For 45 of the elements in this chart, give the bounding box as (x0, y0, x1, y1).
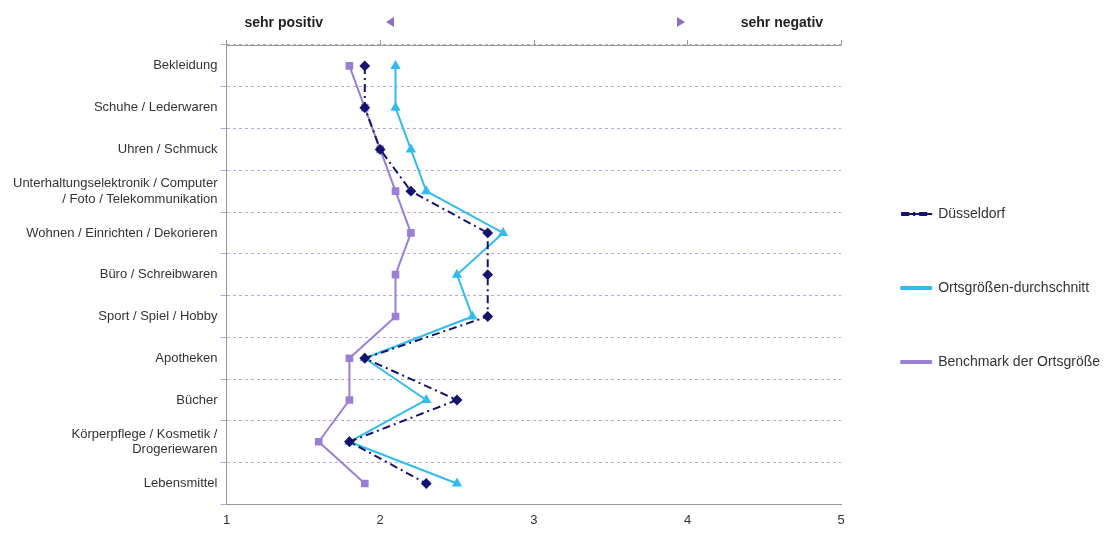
y-tick-label: Büro / Schreibwaren (99, 266, 218, 282)
point (482, 227, 493, 238)
point (421, 186, 431, 195)
y-tick-label: Lebensmittel (143, 475, 218, 491)
point (391, 60, 400, 69)
point (498, 227, 508, 236)
y-tick-label: Sport / Spiel / Hobby (98, 308, 218, 324)
point (391, 102, 400, 111)
point (482, 269, 493, 280)
y-tick-label: Apotheken (155, 349, 218, 365)
x-tick-label: 4 (683, 511, 692, 527)
point (421, 394, 431, 403)
point (452, 269, 462, 278)
point (345, 62, 354, 70)
point (421, 478, 432, 489)
legend-label: Benchmark der Ortsgröße (938, 352, 1101, 369)
legend-label: Ortsgrößen-durchschnitt (938, 278, 1090, 295)
point (345, 396, 354, 404)
x-tick-label: 5 (837, 511, 845, 527)
y-tick-label: Schuhe / Lederwaren (93, 99, 218, 115)
point (405, 186, 416, 197)
point (391, 187, 400, 195)
y-tick-label: Uhren / Schmuck (117, 140, 218, 156)
text: sehr positiv (244, 13, 324, 30)
x-tick-label: 2 (376, 511, 384, 527)
x-tick-label: 3 (530, 511, 538, 527)
point (360, 479, 369, 488)
point (482, 311, 493, 322)
point (391, 270, 400, 279)
point (452, 478, 462, 487)
y-tick-label: Bekleidung (153, 57, 218, 73)
point (345, 354, 354, 363)
legend-label: Düsseldorf (938, 204, 1006, 221)
point (407, 229, 415, 237)
y-tick-label: Körperpflege / Kosmetik / Drogeriewaren (71, 425, 218, 457)
text: sehr negativ (740, 13, 824, 30)
point (314, 437, 323, 446)
y-tick-label: Unterhaltungselektronik / Computer / Foto / Telekommunikation (12, 174, 219, 206)
point (359, 60, 370, 71)
y-tick-label: Wohnen / Einrichten / Dekorieren (26, 224, 218, 240)
point (451, 394, 462, 405)
y-tick-label: Bücher (176, 391, 219, 407)
x-tick-label: 1 (222, 511, 231, 527)
point (406, 144, 416, 153)
point (467, 311, 477, 320)
